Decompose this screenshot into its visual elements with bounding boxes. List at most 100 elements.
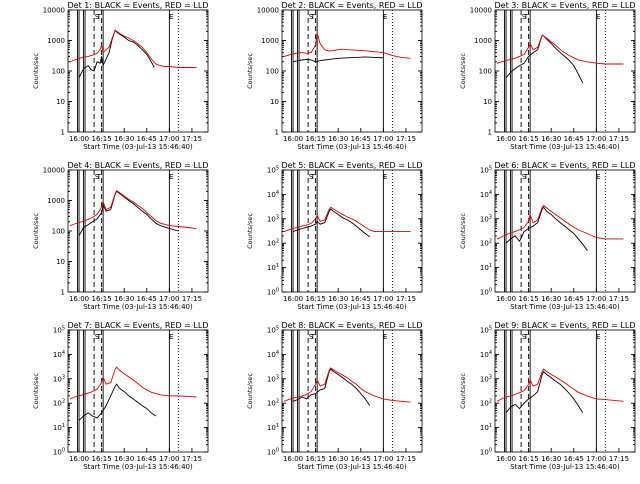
x-axis-label: Start Time (03-Jul-13 15:46:40): [83, 463, 193, 471]
x-tick-label: 17:15: [182, 455, 202, 463]
x-tick-label: 16:45: [351, 295, 371, 303]
plot-frame: [494, 169, 636, 293]
x-tick-label: 16:15: [306, 135, 326, 143]
x-tick-label: 16:45: [351, 135, 371, 143]
y-tick-label: 103: [267, 214, 279, 223]
plot-frame: [67, 9, 209, 133]
y-tick-label: 10000: [43, 7, 65, 15]
x-tick-label: 16:30: [114, 295, 134, 303]
y-tick-label: 105: [53, 326, 65, 335]
x-tick-label: 16:15: [519, 135, 539, 143]
x-tick-label: 16:00: [69, 295, 89, 303]
x-tick-label: 16:45: [351, 455, 371, 463]
x-tick-label: 16:00: [283, 455, 303, 463]
x-tick-label: 16:45: [137, 135, 157, 143]
y-tick-label: 101: [53, 423, 65, 432]
chart-title: Det 6: BLACK = Events, RED = LLD: [495, 161, 636, 170]
chart-title: Det 1: BLACK = Events, RED = LLD: [68, 1, 209, 10]
y-tick-label: 10: [483, 98, 492, 106]
x-tick-label: 16:15: [92, 455, 112, 463]
chart-title: Det 2: BLACK = Events, RED = LLD: [282, 1, 423, 10]
y-tick-label: 1000: [47, 197, 65, 205]
x-tick-label: 17:00: [373, 135, 393, 143]
x-tick-label: 16:45: [564, 455, 584, 463]
y-tick-label: 101: [267, 263, 279, 272]
y-tick-label: 104: [267, 190, 279, 199]
x-tick-label: 16:00: [283, 135, 303, 143]
y-axis-label: Counts/sec: [246, 213, 254, 249]
annotation-t: T: [310, 13, 316, 21]
y-tick-label: 105: [267, 326, 279, 335]
annotation-t: T: [96, 333, 102, 341]
x-tick-label: 16:45: [137, 455, 157, 463]
y-axis-label: Counts/sec: [246, 53, 254, 89]
panel-2: Det 2: BLACK = Events, RED = LLD ST E 1 10 10…: [246, 1, 422, 151]
x-tick-label: 16:45: [137, 295, 157, 303]
y-tick-label: 10000: [470, 7, 492, 15]
y-tick-label: 10000: [257, 7, 279, 15]
annotation-t: T: [310, 173, 316, 181]
x-tick-label: 16:30: [114, 455, 134, 463]
y-tick-label: 1: [61, 129, 65, 137]
chart-title: Det 5: BLACK = Events, RED = LLD: [282, 161, 423, 170]
y-tick-label: 1000: [261, 37, 279, 45]
y-tick-label: 100: [52, 68, 65, 76]
panel-4: Det 4: BLACK = Events, RED = LLD ST E 1 10 10…: [32, 161, 208, 311]
y-tick-label: 1: [488, 129, 492, 137]
annotation-s: S: [95, 173, 100, 181]
y-tick-label: 1000: [47, 37, 65, 45]
y-tick-label: 100: [267, 448, 279, 457]
x-tick-label: 16:00: [496, 135, 516, 143]
x-tick-label: 17:00: [586, 295, 606, 303]
x-tick-label: 17:15: [182, 295, 202, 303]
y-tick-label: 10: [56, 98, 65, 106]
series-events: [505, 206, 588, 251]
x-axis-label: Start Time (03-Jul-13 15:46:40): [510, 303, 620, 311]
series-events: [78, 29, 155, 79]
y-axis-label: Counts/sec: [246, 373, 254, 409]
y-tick-label: 104: [480, 350, 492, 359]
x-axis-label: Start Time (03-Jul-13 15:46:40): [297, 143, 407, 151]
series-lld: [69, 29, 197, 68]
y-axis-label: Counts/sec: [459, 53, 467, 89]
y-tick-label: 100: [267, 288, 279, 297]
panel-3: Det 3: BLACK = Events, RED = LLD ST E 1 10 10…: [459, 1, 635, 151]
plot-frame: [67, 169, 209, 293]
annotation-t: T: [523, 333, 529, 341]
annotation-e: E: [169, 13, 173, 21]
annotation-t: T: [310, 333, 316, 341]
y-tick-label: 103: [267, 374, 279, 383]
y-tick-label: 10: [270, 98, 279, 106]
x-axis-label: Start Time (03-Jul-13 15:46:40): [83, 143, 193, 151]
annotation-e: E: [383, 333, 387, 341]
x-tick-label: 17:15: [609, 455, 629, 463]
panel-9: Det 9: BLACK = Events, RED = LLD ST E 100 10…: [459, 321, 635, 471]
y-tick-label: 102: [53, 399, 65, 408]
y-tick-label: 101: [267, 423, 279, 432]
series-lld: [69, 366, 197, 400]
chart-title: Det 8: BLACK = Events, RED = LLD: [282, 321, 423, 330]
annotation-e: E: [596, 333, 600, 341]
series-lld: [496, 34, 624, 65]
y-axis-label: Counts/sec: [32, 373, 40, 409]
x-tick-label: 17:00: [586, 135, 606, 143]
y-tick-label: 102: [480, 239, 492, 248]
series-lld: [69, 190, 197, 230]
chart-title: Det 4: BLACK = Events, RED = LLD: [68, 161, 209, 170]
series-events: [292, 56, 384, 63]
chart-title: Det 7: BLACK = Events, RED = LLD: [68, 321, 209, 330]
x-tick-label: 16:30: [328, 135, 348, 143]
x-tick-label: 17:00: [159, 135, 179, 143]
y-tick-label: 100: [480, 288, 492, 297]
annotation-e: E: [169, 333, 173, 341]
x-tick-label: 16:45: [564, 135, 584, 143]
series-lld: [283, 367, 411, 403]
y-tick-label: 104: [53, 350, 65, 359]
x-tick-label: 16:30: [541, 295, 561, 303]
x-tick-label: 17:15: [609, 135, 629, 143]
y-tick-label: 103: [480, 374, 492, 383]
series-events: [78, 383, 157, 421]
plot-frame: [67, 329, 209, 453]
x-axis-label: Start Time (03-Jul-13 15:46:40): [297, 303, 407, 311]
